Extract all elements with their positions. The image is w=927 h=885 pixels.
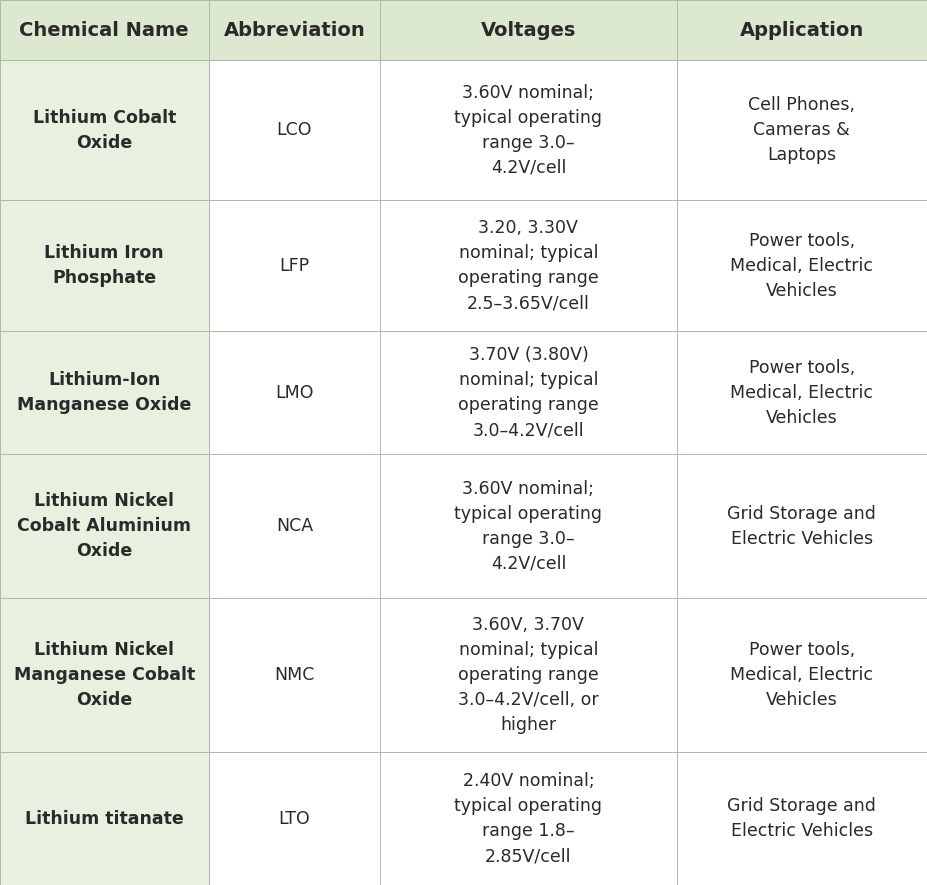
- Text: Lithium Nickel
Manganese Cobalt
Oxide: Lithium Nickel Manganese Cobalt Oxide: [14, 642, 195, 709]
- Text: Lithium Nickel
Cobalt Aluminium
Oxide: Lithium Nickel Cobalt Aluminium Oxide: [18, 492, 191, 560]
- Bar: [677, 598, 927, 752]
- Bar: [209, 598, 380, 752]
- Text: NCA: NCA: [275, 517, 313, 535]
- Bar: [380, 60, 677, 200]
- Text: 3.60V nominal;
typical operating
range 3.0–
4.2V/cell: 3.60V nominal; typical operating range 3…: [454, 84, 603, 177]
- Text: Voltages: Voltages: [481, 20, 576, 40]
- Bar: [380, 454, 677, 598]
- Bar: [677, 331, 927, 454]
- Bar: [677, 0, 927, 60]
- Bar: [209, 200, 380, 331]
- Text: Cell Phones,
Cameras &
Laptops: Cell Phones, Cameras & Laptops: [748, 96, 856, 165]
- Bar: [677, 60, 927, 200]
- Bar: [677, 752, 927, 885]
- Text: Lithium Cobalt
Oxide: Lithium Cobalt Oxide: [32, 109, 176, 151]
- Text: Power tools,
Medical, Electric
Vehicles: Power tools, Medical, Electric Vehicles: [730, 358, 873, 427]
- Bar: [0, 331, 209, 454]
- Text: 3.70V (3.80V)
nominal; typical
operating range
3.0–4.2V/cell: 3.70V (3.80V) nominal; typical operating…: [458, 346, 599, 439]
- Bar: [0, 454, 209, 598]
- Text: Grid Storage and
Electric Vehicles: Grid Storage and Electric Vehicles: [728, 797, 876, 840]
- Bar: [209, 331, 380, 454]
- Bar: [380, 752, 677, 885]
- Text: 3.60V nominal;
typical operating
range 3.0–
4.2V/cell: 3.60V nominal; typical operating range 3…: [454, 480, 603, 573]
- Text: 3.20, 3.30V
nominal; typical
operating range
2.5–3.65V/cell: 3.20, 3.30V nominal; typical operating r…: [458, 219, 599, 312]
- Text: LMO: LMO: [275, 383, 313, 402]
- Text: NMC: NMC: [274, 666, 314, 684]
- Bar: [677, 454, 927, 598]
- Text: LFP: LFP: [279, 257, 310, 274]
- Bar: [209, 454, 380, 598]
- Text: Power tools,
Medical, Electric
Vehicles: Power tools, Medical, Electric Vehicles: [730, 642, 873, 709]
- Text: Lithium Iron
Phosphate: Lithium Iron Phosphate: [44, 244, 164, 287]
- Bar: [209, 0, 380, 60]
- Bar: [677, 200, 927, 331]
- Bar: [0, 60, 209, 200]
- Bar: [0, 0, 209, 60]
- Text: 2.40V nominal;
typical operating
range 1.8–
2.85V/cell: 2.40V nominal; typical operating range 1…: [454, 773, 603, 866]
- Text: Lithium-Ion
Manganese Oxide: Lithium-Ion Manganese Oxide: [17, 371, 192, 414]
- Bar: [209, 752, 380, 885]
- Bar: [0, 752, 209, 885]
- Text: Power tools,
Medical, Electric
Vehicles: Power tools, Medical, Electric Vehicles: [730, 232, 873, 300]
- Text: Abbreviation: Abbreviation: [223, 20, 365, 40]
- Text: Application: Application: [740, 20, 864, 40]
- Bar: [380, 200, 677, 331]
- Text: LTO: LTO: [278, 810, 311, 827]
- Text: 3.60V, 3.70V
nominal; typical
operating range
3.0–4.2V/cell, or
higher: 3.60V, 3.70V nominal; typical operating …: [458, 616, 599, 735]
- Bar: [0, 200, 209, 331]
- Bar: [0, 598, 209, 752]
- Text: Chemical Name: Chemical Name: [19, 20, 189, 40]
- Bar: [380, 0, 677, 60]
- Bar: [209, 60, 380, 200]
- Text: Grid Storage and
Electric Vehicles: Grid Storage and Electric Vehicles: [728, 504, 876, 548]
- Bar: [380, 598, 677, 752]
- Text: Lithium titanate: Lithium titanate: [25, 810, 184, 827]
- Bar: [380, 331, 677, 454]
- Text: LCO: LCO: [276, 121, 312, 139]
